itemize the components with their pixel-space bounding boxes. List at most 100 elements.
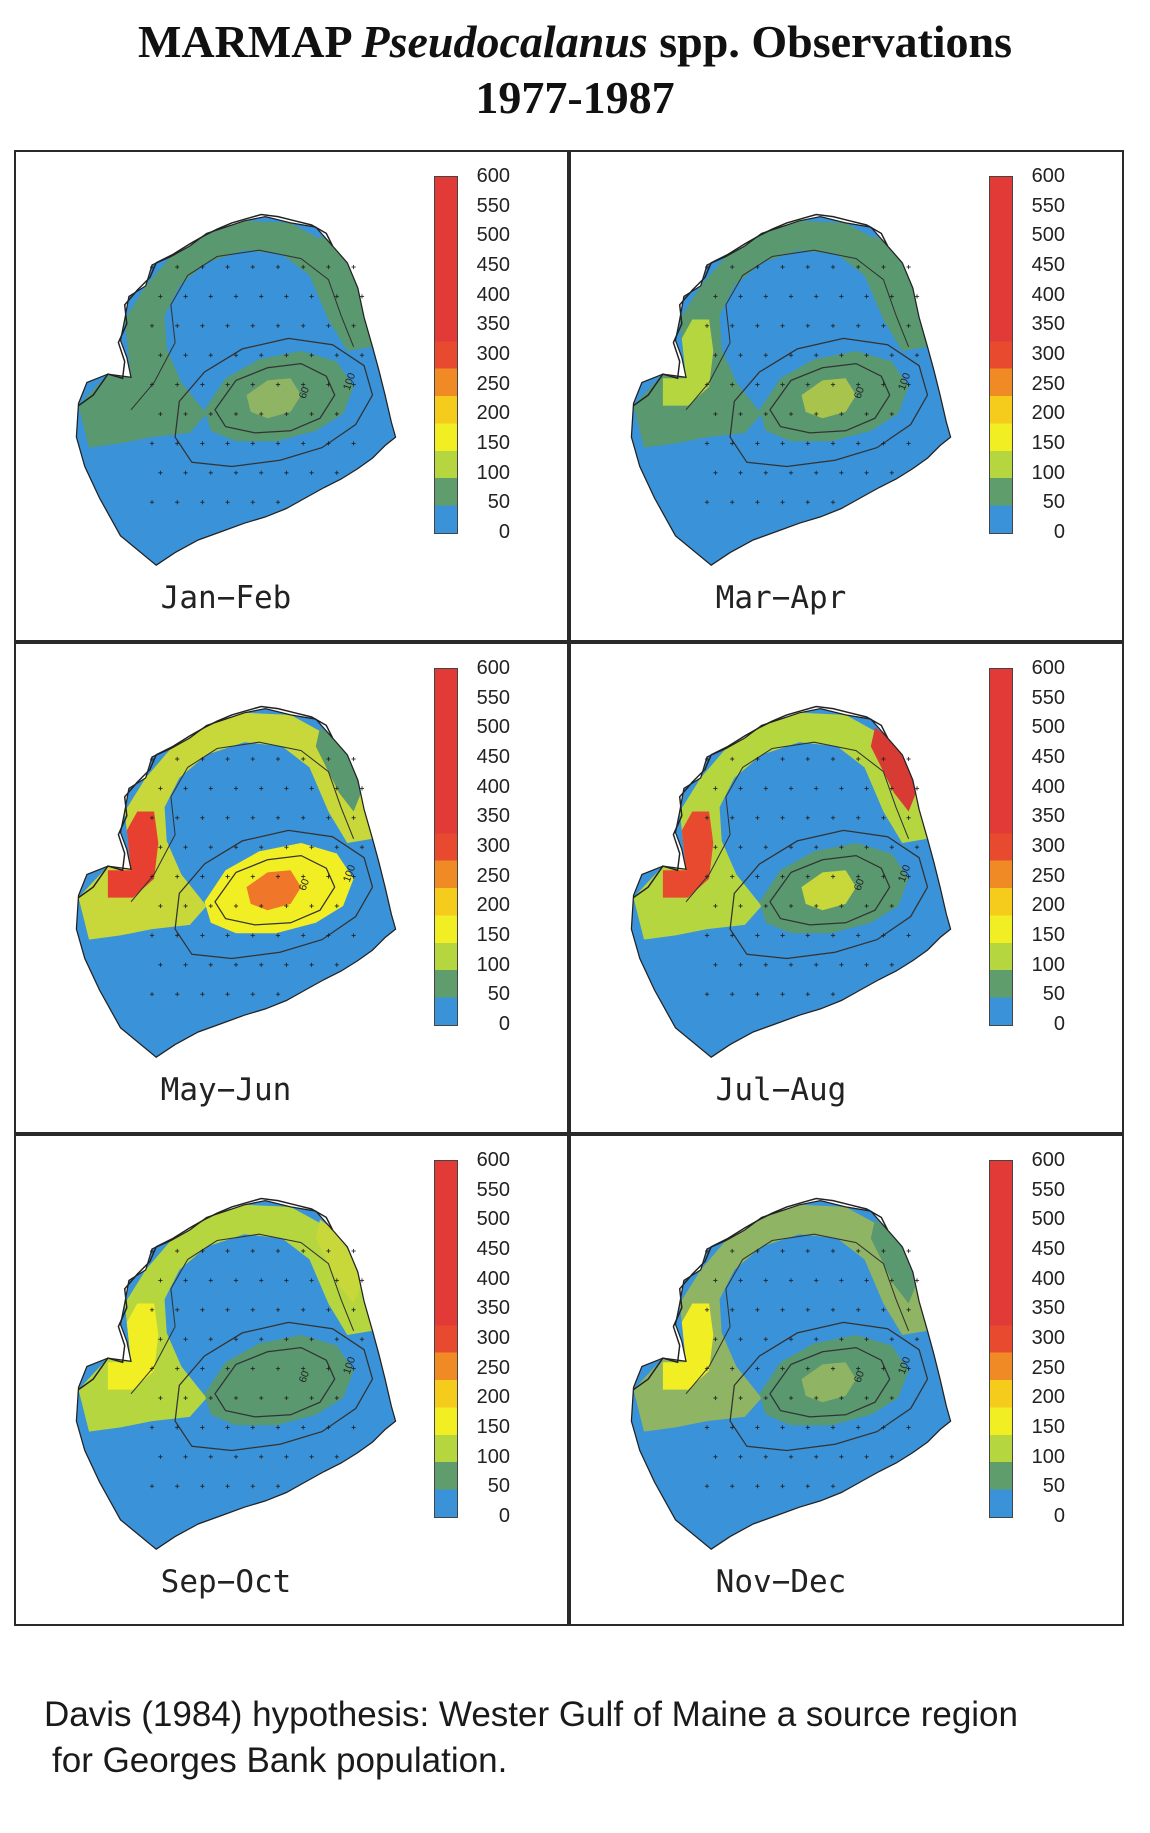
colorbar-tick-label: 250 (476, 864, 510, 887)
map-panel-2: 60 100 600 550 500 450 400 350 300 250 200 150 100 50… (569, 150, 1124, 642)
domain-outline (75, 215, 397, 566)
western-gulf-region (107, 319, 159, 406)
colorbar-tick-label: 600 (476, 1149, 510, 1171)
georges-bank-core (246, 870, 302, 911)
gulf-of-maine-map: 60 100 (630, 705, 952, 1058)
isobath-label-60: 60 (852, 1369, 867, 1384)
colorbar-tick-label: 250 (1031, 864, 1065, 887)
colorbar-tick-label: 400 (476, 283, 510, 306)
colorbar-tick-label: 550 (476, 686, 510, 709)
station-markers (704, 264, 920, 505)
colorbar-tick-label: 450 (1031, 254, 1065, 276)
colorbar (434, 668, 458, 1026)
colorbar-tick-label: 550 (1031, 686, 1065, 709)
station-markers (704, 756, 920, 997)
colorbar-tick-label: 500 (1031, 716, 1065, 739)
colorbar-ticks: 600 550 500 450 400 350 300 250 200 150 100 50 0 (1005, 658, 1065, 1038)
western-gulf-region (662, 1303, 714, 1390)
georges-bank-core (246, 1362, 302, 1403)
isobath-100 (729, 1321, 929, 1452)
colorbar-tick-label: 300 (1031, 1327, 1065, 1349)
colorbar-tick-label: 200 (1031, 1386, 1065, 1409)
isobath-60 (769, 1346, 891, 1418)
colorbar-tick-label: 250 (1031, 1356, 1065, 1379)
eastern-shelf-region (315, 727, 362, 812)
eastern-shelf-region (870, 235, 917, 320)
coastal-shelf-region (633, 712, 928, 940)
colorbar-tick-label: 150 (476, 1416, 510, 1438)
colorbar-tick-label: 500 (476, 716, 510, 739)
western-gulf-region (107, 1303, 159, 1390)
georges-bank-core (801, 1362, 857, 1403)
map-panel-5: 60 100 600 550 500 450 400 350 300 250 200 150 100 50… (14, 1134, 569, 1626)
coastline (633, 1197, 889, 1391)
isobath-100 (729, 829, 929, 960)
domain-outline (75, 1199, 397, 1550)
coastal-shelf-region (78, 220, 373, 448)
isobath-60 (769, 854, 891, 926)
colorbar-tick-label: 400 (1031, 775, 1065, 798)
colorbar-tick-label: 600 (1031, 1149, 1065, 1171)
colorbar-tick-label: 400 (476, 1267, 510, 1290)
colorbar-tick-label: 350 (1031, 805, 1065, 828)
panel-label: Jan−Feb (160, 580, 292, 616)
panel-label: Mar−Apr (715, 580, 847, 616)
colorbar-tick-label: 450 (1031, 1238, 1065, 1260)
colorbar-tick-label: 250 (476, 372, 510, 395)
colorbar-tick-label: 550 (476, 194, 510, 217)
colorbar-ticks: 600 550 500 450 400 350 300 250 200 150 100 50 0 (1005, 1150, 1065, 1530)
isobath-label-60: 60 (297, 1369, 312, 1384)
domain-outline (630, 707, 952, 1058)
colorbar-tick-label: 350 (476, 805, 510, 828)
panel-label: Nov−Dec (715, 1564, 847, 1600)
colorbar-tick-label: 350 (1031, 1297, 1065, 1320)
colorbar-tick-label: 250 (1031, 372, 1065, 395)
colorbar-tick-label: 100 (1031, 461, 1065, 484)
colorbar-tick-label: 450 (476, 254, 510, 276)
colorbar-tick-label: 300 (476, 835, 510, 857)
map-panel-4: 60 100 600 550 500 450 400 350 300 250 200 150 100 50… (569, 642, 1124, 1134)
isobath-label-60: 60 (852, 385, 867, 400)
colorbar-tick-label: 150 (476, 432, 510, 454)
isobath-label-60: 60 (297, 385, 312, 400)
colorbar-tick-label: 400 (1031, 283, 1065, 306)
colorbar-tick-label: 200 (476, 402, 510, 425)
colorbar-tick-label: 500 (476, 1208, 510, 1231)
panel-label: Sep−Oct (160, 1564, 292, 1600)
panel-label: May−Jun (160, 1072, 292, 1108)
gulf-of-maine-map: 60 100 (630, 1197, 952, 1550)
colorbar-tick-label: 450 (476, 1238, 510, 1260)
map-panel-6: 60 100 600 550 500 450 400 350 300 250 200 150 100 50… (569, 1134, 1124, 1626)
isobath-label-100: 100 (341, 371, 358, 392)
colorbar-tick-label: 450 (476, 746, 510, 768)
colorbar-tick-label: 600 (476, 165, 510, 187)
colorbar-tick-label: 200 (1031, 894, 1065, 917)
georges-bank-core (801, 378, 857, 419)
coastline (78, 213, 334, 407)
western-gulf-region (107, 811, 159, 898)
domain-outline (75, 707, 397, 1058)
colorbar-tick-label: 150 (1031, 432, 1065, 454)
gulf-of-maine-map: 60 100 (75, 213, 397, 566)
colorbar (989, 1160, 1013, 1518)
domain-outline (630, 1199, 952, 1550)
colorbar-tick-label: 500 (1031, 1208, 1065, 1231)
isobath-label-100: 100 (896, 863, 913, 884)
colorbar-tick-label: 450 (1031, 746, 1065, 768)
colorbar-tick-label: 0 (1053, 521, 1065, 543)
colorbar-tick-label: 0 (498, 1505, 510, 1527)
colorbar-tick-label: 250 (476, 1356, 510, 1379)
colorbar-tick-label: 600 (1031, 657, 1065, 679)
title-prefix: MARMAP (137, 16, 362, 67)
eastern-shelf-region (870, 727, 917, 812)
isobath-label-100: 100 (896, 371, 913, 392)
colorbar-tick-label: 150 (476, 924, 510, 946)
colorbar-tick-label: 50 (1042, 491, 1065, 514)
colorbar (989, 668, 1013, 1026)
isobath-100-coastal (685, 1233, 910, 1395)
isobath-100 (174, 829, 374, 960)
coastline (78, 705, 334, 899)
colorbar-tick-label: 50 (487, 1475, 510, 1498)
colorbar-tick-label: 300 (476, 1327, 510, 1349)
title-years: 1977-1987 (475, 72, 675, 123)
